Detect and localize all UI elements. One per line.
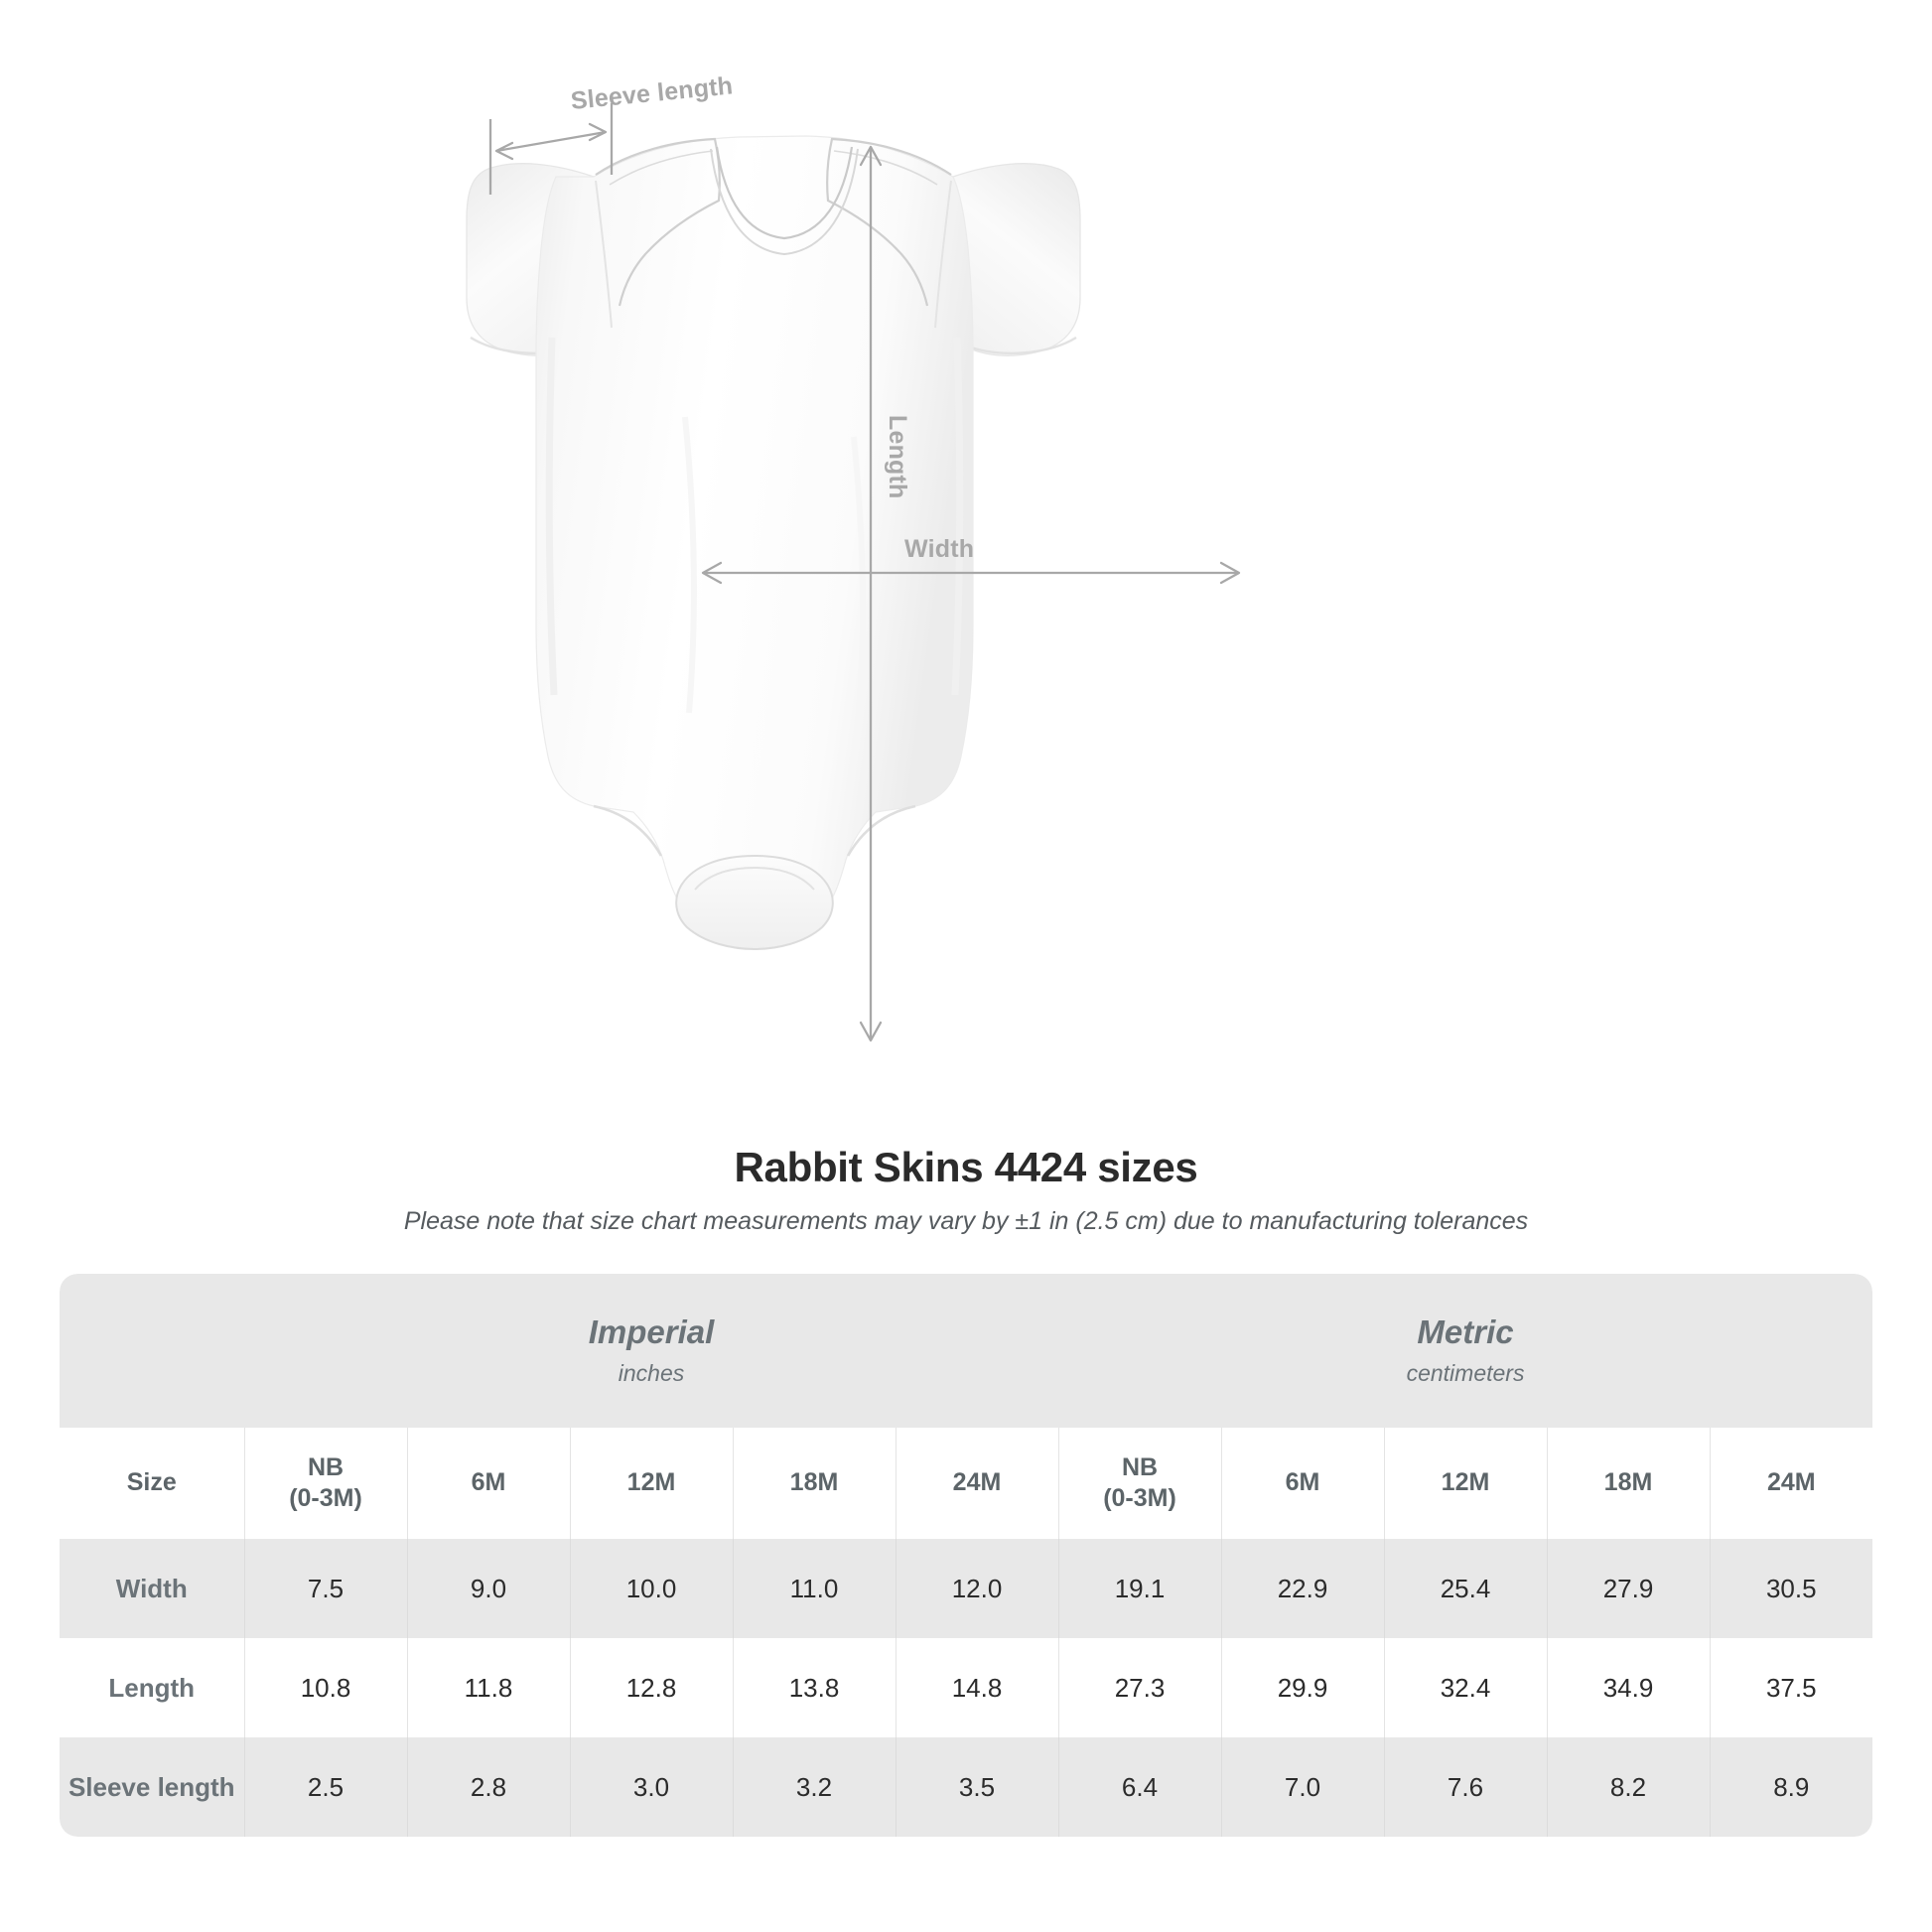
size-column-header: 12M [569, 1428, 733, 1539]
size-header-label: Size [60, 1428, 244, 1539]
size-header-row: Size NB (0-3M) 6M 12M 18M 24M NB (0-3M) 6M 12M 18M 2… [60, 1428, 1873, 1539]
row-label: Sleeve length [60, 1737, 244, 1837]
width-dimension [701, 561, 1241, 585]
table-cell: 2.5 [243, 1737, 407, 1837]
table-cell: 11.8 [406, 1638, 570, 1737]
table-cell: 27.9 [1546, 1539, 1710, 1638]
unit-name: Imperial [588, 1312, 715, 1350]
unit-subtitle: centimeters [1406, 1360, 1525, 1387]
table-row: Length 10.8 11.8 12.8 13.8 14.8 27.3 29.9 32.4 34… [60, 1638, 1873, 1737]
table-cell: 10.8 [243, 1638, 407, 1737]
size-column-header: 12M [1383, 1428, 1547, 1539]
table-cell: 19.1 [1057, 1539, 1221, 1638]
row-label: Length [60, 1638, 244, 1737]
table-cell: 37.5 [1709, 1638, 1873, 1737]
unit-header-row: Imperial inches Metric centimeters [60, 1274, 1873, 1428]
length-dimension [859, 145, 883, 1042]
table-cell: 3.2 [732, 1737, 896, 1837]
table-cell: 9.0 [406, 1539, 570, 1638]
table-cell: 3.5 [895, 1737, 1058, 1837]
table-cell: 11.0 [732, 1539, 896, 1638]
unit-header-spacer [60, 1274, 244, 1428]
size-column-header: 6M [1220, 1428, 1384, 1539]
size-column-header: NB (0-3M) [243, 1428, 407, 1539]
bodysuit-diagram [466, 103, 1241, 1042]
page-subtitle: Please note that size chart measurements… [403, 1207, 1529, 1235]
sleeve-length-dimension [488, 103, 614, 195]
size-column-header: 18M [732, 1428, 896, 1539]
size-chart-table-container: Imperial inches Metric centimeters Size NB (0-… [60, 1274, 1873, 1837]
table-row: Sleeve length 2.5 2.8 3.0 3.2 3.5 6.4 7.0 7.6 8.2… [60, 1737, 1873, 1837]
table-cell: 30.5 [1709, 1539, 1873, 1638]
size-column-header: 24M [1709, 1428, 1873, 1539]
table-row: Width 7.5 9.0 10.0 11.0 12.0 19.1 22.9 25.4 27.9 3… [60, 1539, 1873, 1638]
table-cell: 27.3 [1057, 1638, 1221, 1737]
table-cell: 29.9 [1220, 1638, 1384, 1737]
unit-header-imperial: Imperial inches [244, 1274, 1058, 1428]
table-cell: 13.8 [732, 1638, 896, 1737]
bodysuit-body [535, 135, 974, 951]
table-cell: 7.5 [243, 1539, 407, 1638]
size-column-header: 18M [1546, 1428, 1710, 1539]
table-cell: 22.9 [1220, 1539, 1384, 1638]
table-cell: 14.8 [895, 1638, 1058, 1737]
size-column-header: NB (0-3M) [1057, 1428, 1221, 1539]
row-label: Width [60, 1539, 244, 1638]
table-cell: 10.0 [569, 1539, 733, 1638]
width-annotation: Width [904, 535, 975, 563]
table-cell: 7.0 [1220, 1737, 1384, 1837]
size-column-header: 6M [406, 1428, 570, 1539]
table-cell: 12.0 [895, 1539, 1058, 1638]
table-cell: 8.2 [1546, 1737, 1710, 1837]
size-chart-table: Imperial inches Metric centimeters Size NB (0-… [60, 1274, 1873, 1837]
size-column-header: 24M [895, 1428, 1058, 1539]
garment-illustration: Sleeve length Width Length [466, 71, 1241, 1042]
table-cell: 8.9 [1709, 1737, 1873, 1837]
unit-header-metric: Metric centimeters [1058, 1274, 1873, 1428]
table-cell: 7.6 [1383, 1737, 1547, 1837]
table-cell: 34.9 [1546, 1638, 1710, 1737]
table-cell: 25.4 [1383, 1539, 1547, 1638]
table-cell: 2.8 [406, 1737, 570, 1837]
page-title: Rabbit Skins 4424 sizes [734, 1144, 1198, 1190]
unit-subtitle: inches [618, 1360, 685, 1387]
table-cell: 32.4 [1383, 1638, 1547, 1737]
table-cell: 6.4 [1057, 1737, 1221, 1837]
table-cell: 12.8 [569, 1638, 733, 1737]
length-annotation: Length [884, 415, 911, 499]
table-cell: 3.0 [569, 1737, 733, 1837]
unit-name: Metric [1417, 1312, 1514, 1350]
